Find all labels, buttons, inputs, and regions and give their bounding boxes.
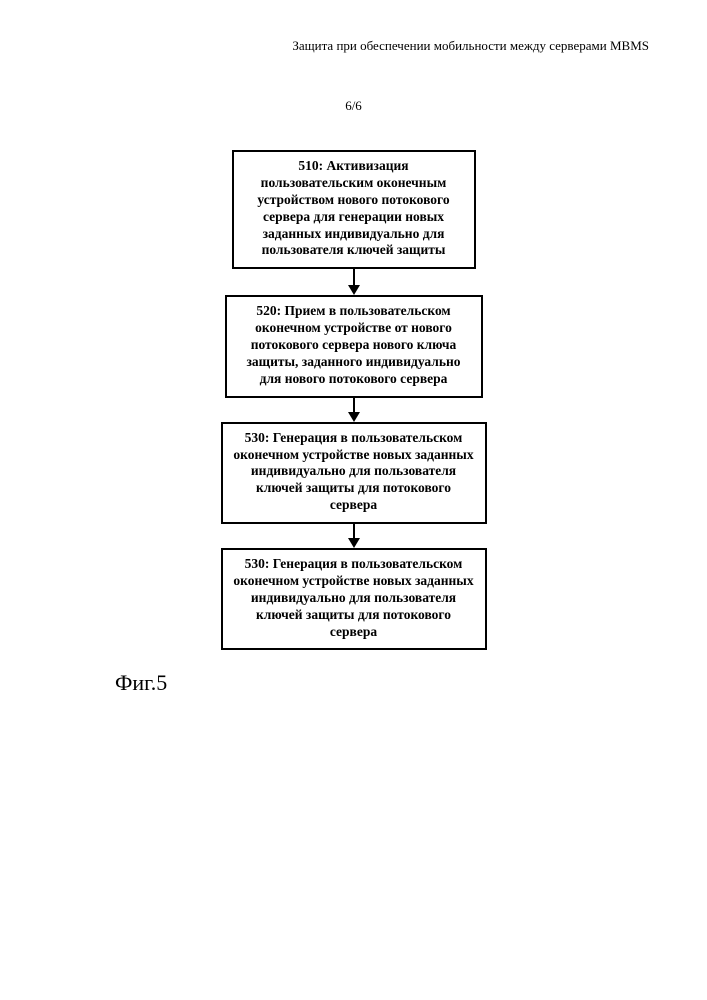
arrow-shaft [353, 398, 355, 412]
flow-arrow [348, 524, 360, 548]
flow-node: 510: Активизация пользовательским оконеч… [232, 150, 476, 269]
header-title: Защита при обеспечении мобильности между… [292, 38, 649, 53]
flow-node-text: 530: Генерация в пользовательском оконеч… [233, 556, 473, 639]
arrow-head-icon [348, 285, 360, 295]
page-header: Защита при обеспечении мобильности между… [292, 38, 649, 54]
flow-node-text: 530: Генерация в пользовательском оконеч… [233, 430, 473, 513]
flow-node: 520: Прием в пользовательском оконечном … [225, 295, 483, 397]
flow-node-text: 520: Прием в пользовательском оконечном … [247, 303, 461, 386]
flowchart: 510: Активизация пользовательским оконеч… [0, 150, 707, 650]
arrow-shaft [353, 269, 355, 285]
figure-caption: Фиг.5 [115, 670, 167, 696]
page-number: 6/6 [0, 98, 707, 114]
flow-node: 530: Генерация в пользовательском оконеч… [221, 422, 487, 524]
flow-node: 530: Генерация в пользовательском оконеч… [221, 548, 487, 650]
flow-arrow [348, 269, 360, 295]
arrow-shaft [353, 524, 355, 538]
flow-arrow [348, 398, 360, 422]
arrow-head-icon [348, 412, 360, 422]
flow-node-text: 510: Активизация пользовательским оконеч… [257, 158, 449, 257]
arrow-head-icon [348, 538, 360, 548]
